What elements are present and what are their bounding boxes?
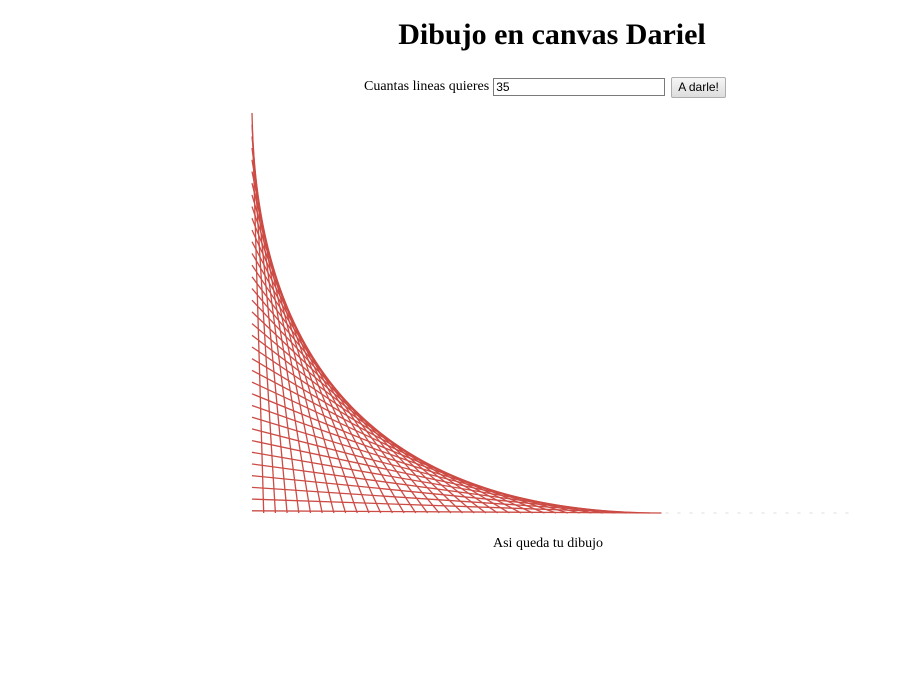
drawing-line <box>251 241 393 514</box>
drawing-line <box>251 229 382 514</box>
drawing-line <box>251 253 405 514</box>
canvas-caption: Asi queda tu dibujo <box>493 536 604 551</box>
drawing-line <box>251 475 627 514</box>
drawing-line <box>251 369 522 514</box>
drawing-line <box>251 183 335 514</box>
drawing-line <box>251 358 510 514</box>
draw-button[interactable]: A darle! <box>671 76 726 98</box>
drawing-line <box>251 323 475 514</box>
drawing-line <box>251 463 615 514</box>
lines-form: Cuantas lineas quieres A darle! <box>364 76 726 98</box>
drawing-line <box>251 194 347 514</box>
drawing-line <box>251 264 417 514</box>
lines-input[interactable] <box>493 78 666 96</box>
drawing-line <box>251 498 650 514</box>
drawing-line <box>251 510 662 514</box>
drawing-line <box>251 334 487 514</box>
drawing-line <box>251 218 370 514</box>
drawing-line <box>251 311 464 514</box>
drawing-line <box>251 486 639 514</box>
drawing-canvas <box>251 112 854 515</box>
lines-label: Cuantas lineas quieres <box>364 79 490 94</box>
drawing-line <box>251 346 499 514</box>
page-title: Dibujo en canvas Dariel <box>398 18 706 51</box>
drawing-line <box>251 206 358 514</box>
drawing-svg <box>251 112 853 514</box>
